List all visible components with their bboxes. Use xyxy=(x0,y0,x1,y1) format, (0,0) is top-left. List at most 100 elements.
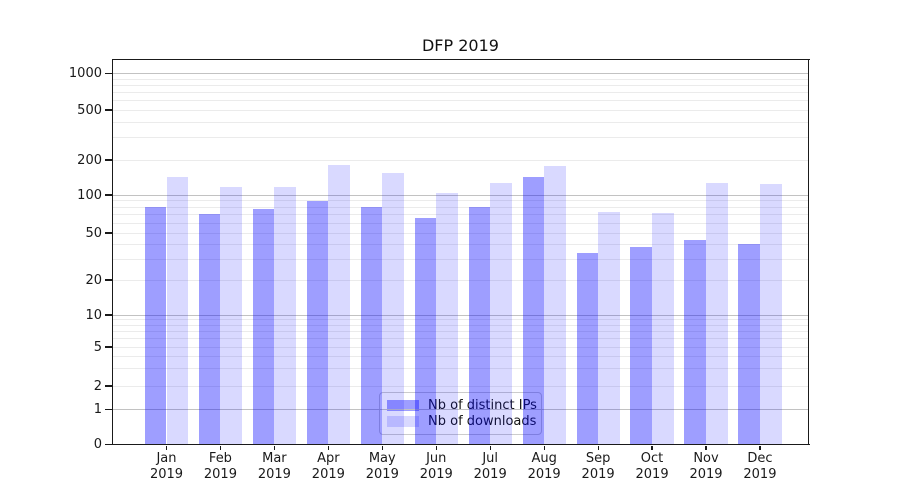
x-tick-year: 2019 xyxy=(257,466,291,482)
bar-distinct-ips-oct xyxy=(630,247,653,445)
bar-downloads-may xyxy=(382,172,404,445)
x-tick-mark-feb xyxy=(219,445,222,450)
gridline-minor-3 xyxy=(112,368,809,370)
bar-downloads-dec xyxy=(759,184,782,445)
bar-downloads-jul xyxy=(490,182,512,445)
bar-distinct-ips-jun xyxy=(414,217,437,445)
legend-swatch-downloads xyxy=(387,416,419,428)
x-tick-mark-jul xyxy=(489,445,491,450)
gridline-minor-40 xyxy=(112,243,809,245)
bar-downloads-mar xyxy=(274,187,296,445)
gridline-minor-300 xyxy=(112,137,809,139)
x-tick-year: 2019 xyxy=(311,466,345,482)
y-tick-label-1000: 1000 xyxy=(68,66,102,81)
x-tick-year: 2019 xyxy=(203,466,237,482)
gridline-minor-600 xyxy=(112,99,809,101)
x-tick-month: Dec xyxy=(747,451,773,466)
gridline-minor-700 xyxy=(112,91,809,93)
bar-downloads-nov xyxy=(706,182,728,445)
x-tick-year: 2019 xyxy=(419,466,453,482)
gridline-major-10 xyxy=(112,314,809,316)
y-tick-label-5: 5 xyxy=(93,339,102,355)
x-tick-label-apr: Apr 2019 xyxy=(298,451,358,482)
x-tick-mark-jun xyxy=(435,445,437,450)
y-tick-label-100: 100 xyxy=(77,187,102,203)
x-tick-mark-apr xyxy=(327,445,330,450)
bar-downloads-jan xyxy=(166,176,189,445)
x-tick-month: May xyxy=(368,451,396,466)
gridline-minor-30 xyxy=(112,258,809,260)
bar-distinct-ips-may xyxy=(360,207,383,445)
x-tick-label-sep: Sep 2019 xyxy=(568,451,628,482)
x-tick-label-aug: Aug 2019 xyxy=(514,451,574,482)
x-tick-label-nov: Nov 2019 xyxy=(676,451,736,482)
y-tick-label-500: 500 xyxy=(77,102,102,118)
x-tick-month: Aug xyxy=(531,451,557,466)
y-tick-mark-50 xyxy=(104,232,112,234)
x-tick-month: Oct xyxy=(640,451,664,466)
spine-left xyxy=(111,58,113,446)
bar-distinct-ips-dec xyxy=(738,244,760,445)
x-tick-month: Mar xyxy=(262,451,287,466)
bar-downloads-aug xyxy=(544,166,566,445)
x-tick-year: 2019 xyxy=(743,466,777,482)
bar-distinct-ips-jan xyxy=(144,207,167,445)
bar-downloads-jun xyxy=(436,192,458,445)
x-tick-label-may: May 2019 xyxy=(352,451,412,482)
x-tick-mark-nov xyxy=(705,445,707,450)
x-tick-label-dec: Dec 2019 xyxy=(730,451,790,482)
x-tick-month: Jun xyxy=(426,451,447,466)
y-tick-mark-1000 xyxy=(104,72,112,75)
spine-bottom xyxy=(111,444,810,446)
bar-distinct-ips-aug xyxy=(522,176,545,445)
x-tick-label-mar: Mar 2019 xyxy=(244,451,304,482)
gridline-major-100 xyxy=(112,194,809,196)
y-tick-label-0: 0 xyxy=(93,436,102,452)
x-tick-month: Jan xyxy=(156,451,177,466)
x-tick-month: Apr xyxy=(317,451,340,466)
legend-label-downloads: Nb of downloads xyxy=(428,414,537,430)
y-tick-mark-200 xyxy=(104,159,112,161)
gridline-minor-50 xyxy=(112,232,809,234)
y-tick-mark-10 xyxy=(104,314,112,316)
bar-downloads-oct xyxy=(652,213,674,445)
bar-distinct-ips-apr xyxy=(306,200,329,445)
y-tick-mark-100 xyxy=(104,194,112,196)
y-tick-mark-1 xyxy=(104,408,112,411)
y-tick-label-200: 200 xyxy=(77,152,102,168)
spine-top xyxy=(111,58,810,60)
bar-downloads-apr xyxy=(328,165,350,445)
x-tick-month: Sep xyxy=(585,451,611,466)
gridline-minor-7 xyxy=(112,330,809,332)
x-tick-label-feb: Feb 2019 xyxy=(190,451,250,482)
gridline-major-1000 xyxy=(112,73,809,74)
x-tick-mark-aug xyxy=(543,445,545,450)
gridline-minor-70 xyxy=(112,214,809,216)
gridline-minor-20 xyxy=(112,279,809,281)
legend-entry-downloads: Nb of downloads xyxy=(387,414,537,430)
x-tick-year: 2019 xyxy=(473,466,507,482)
y-tick-mark-20 xyxy=(104,279,112,281)
gridline-minor-2 xyxy=(112,385,809,387)
y-tick-label-1: 1 xyxy=(93,402,102,417)
gridline-minor-80 xyxy=(112,206,809,208)
x-tick-year: 2019 xyxy=(149,466,184,482)
gridline-minor-8 xyxy=(112,324,809,326)
bar-distinct-ips-sep xyxy=(576,252,599,445)
x-tick-month: Nov xyxy=(693,451,719,466)
bar-distinct-ips-mar xyxy=(252,209,275,445)
x-tick-label-oct: Oct 2019 xyxy=(622,451,682,482)
gridline-minor-90 xyxy=(112,200,809,202)
x-tick-label-jul: Jul 2019 xyxy=(460,451,520,482)
x-tick-year: 2019 xyxy=(365,466,399,482)
gridline-minor-800 xyxy=(112,84,809,86)
y-tick-label-20: 20 xyxy=(85,272,102,288)
gridline-major-1 xyxy=(112,409,809,410)
gridline-minor-900 xyxy=(112,78,809,80)
gridline-minor-200 xyxy=(112,159,809,161)
bar-distinct-ips-nov xyxy=(684,239,706,445)
y-tick-label-2: 2 xyxy=(93,378,102,394)
gridline-minor-500 xyxy=(112,109,809,111)
x-tick-year: 2019 xyxy=(581,466,615,482)
